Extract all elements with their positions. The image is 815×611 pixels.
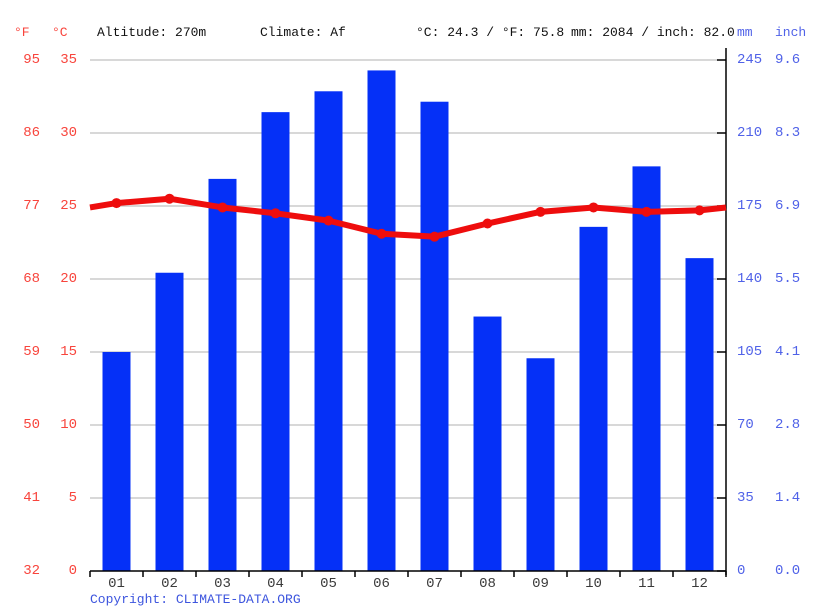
precip-mm-tick-label: 0	[737, 563, 746, 579]
month-label-06: 06	[373, 576, 390, 592]
precip-mm-tick-label: 140	[737, 271, 763, 287]
precip-bar-11	[632, 166, 661, 571]
copyright-label: Copyright:	[90, 592, 169, 607]
precip-mm-tick-label: 245	[737, 52, 763, 68]
temp-c-tick-label: 10	[60, 417, 77, 433]
temp-f-tick-label: 59	[23, 344, 40, 360]
month-label-05: 05	[320, 576, 337, 592]
precip-bar-08	[473, 316, 502, 571]
precip-bar-07	[420, 101, 449, 571]
precip-mm-tick-label: 105	[737, 344, 763, 360]
temp-point-12	[694, 205, 705, 216]
precip-mm-tick-label: 210	[737, 125, 763, 141]
precip-mm-tick-label: 175	[737, 198, 763, 214]
temp-f-tick-label: 68	[23, 271, 40, 287]
total-precipitation-label: mm: 2084 / inch: 82.0	[571, 25, 735, 40]
temp-f-tick-label: 77	[23, 198, 40, 214]
temp-c-tick-label: 30	[60, 125, 77, 141]
temp-c-tick-label: 35	[60, 52, 77, 68]
mm-unit-label: mm	[737, 25, 753, 40]
temp-f-tick-label: 95	[23, 52, 40, 68]
temp-point-02	[164, 193, 175, 204]
precip-bar-09	[526, 358, 555, 571]
temp-f-tick-label: 32	[23, 563, 40, 579]
fahrenheit-unit-label: °F	[14, 25, 30, 40]
precip-inch-tick-label: 1.4	[775, 490, 801, 506]
precip-inch-tick-label: 6.9	[775, 198, 801, 214]
precip-inch-tick-label: 5.5	[775, 271, 801, 287]
temp-point-05	[323, 215, 334, 226]
temp-c-tick-label: 5	[68, 490, 77, 506]
temp-point-09	[535, 206, 546, 217]
temp-point-03	[217, 202, 228, 213]
temp-c-tick-label: 20	[60, 271, 77, 287]
temp-c-tick-label: 25	[60, 198, 77, 214]
temp-c-tick-label: 15	[60, 344, 77, 360]
month-label-02: 02	[161, 576, 178, 592]
celsius-unit-label: °C	[52, 25, 68, 40]
precip-bar-02	[155, 272, 184, 571]
temp-point-08	[482, 218, 493, 229]
altitude-label: Altitude: 270m	[97, 25, 207, 40]
copyright: Copyright: CLIMATE-DATA.ORG	[90, 592, 301, 607]
climate-class-label: Climate: Af	[260, 25, 346, 40]
temp-point-01	[111, 198, 122, 209]
temp-point-10	[588, 202, 599, 213]
precip-bar-12	[685, 258, 714, 571]
temp-f-tick-label: 41	[23, 490, 40, 506]
month-label-08: 08	[479, 576, 496, 592]
temp-point-11	[641, 206, 652, 217]
month-label-09: 09	[532, 576, 549, 592]
avg-temperature-label: °C: 24.3 / °F: 75.8	[416, 25, 565, 40]
month-label-12: 12	[691, 576, 708, 592]
temp-f-tick-label: 50	[23, 417, 40, 433]
precip-inch-tick-label: 4.1	[775, 344, 801, 360]
precip-bar-10	[579, 226, 608, 571]
precip-bar-04	[261, 112, 290, 572]
month-label-04: 04	[267, 576, 284, 592]
temperature-line	[89, 195, 727, 240]
copyright-link[interactable]: CLIMATE-DATA.ORG	[175, 592, 301, 607]
month-label-01: 01	[108, 576, 125, 592]
month-label-03: 03	[214, 576, 231, 592]
precip-mm-tick-label: 70	[737, 417, 754, 433]
month-label-07: 07	[426, 576, 443, 592]
precip-inch-tick-label: 2.8	[775, 417, 801, 433]
month-label-10: 10	[585, 576, 602, 592]
temp-point-04	[270, 208, 281, 219]
precip-inch-tick-label: 0.0	[775, 563, 801, 579]
temp-c-tick-label: 0	[68, 563, 77, 579]
precip-inch-tick-label: 9.6	[775, 52, 801, 68]
precip-bar-06	[367, 70, 396, 571]
precip-mm-tick-label: 35	[737, 490, 754, 506]
month-label-11: 11	[638, 576, 655, 592]
inch-unit-label: inch	[775, 25, 807, 40]
temp-point-06	[376, 228, 387, 239]
precip-bar-05	[314, 91, 343, 572]
temp-f-tick-label: 86	[23, 125, 40, 141]
temp-point-07	[429, 231, 440, 242]
precip-inch-tick-label: 8.3	[775, 125, 801, 141]
precip-bar-03	[208, 178, 237, 571]
precip-bar-01	[102, 352, 131, 571]
